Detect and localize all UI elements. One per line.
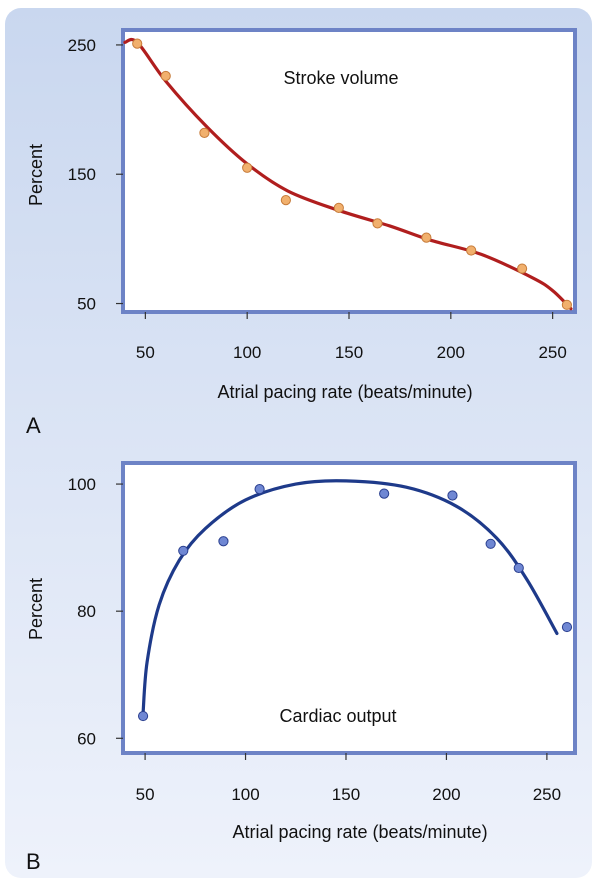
data-point-a (280, 194, 291, 206)
data-point-b (254, 484, 265, 495)
plot-area-b (121, 461, 577, 755)
data-point-b (137, 710, 149, 722)
x-tick-label-b: 250 (533, 785, 561, 804)
data-point-a (421, 232, 432, 243)
y-tick-label-a: 250 (68, 36, 96, 55)
y-axis-ticks-a: 50 150 250 (68, 36, 123, 314)
y-axis-ticks-b: 60 80 100 (68, 475, 123, 748)
data-point-b (485, 538, 496, 549)
data-point-b (561, 621, 573, 633)
data-point-a (372, 218, 383, 229)
data-point-b (178, 545, 189, 556)
data-point-a (516, 263, 528, 274)
x-tick-label-a: 50 (136, 343, 155, 362)
y-axis-label-b: Percent (26, 578, 46, 640)
y-tick-label-b: 100 (68, 475, 96, 494)
x-tick-label-b: 150 (332, 785, 360, 804)
data-point-b (447, 490, 458, 501)
fit-curve-b-group (141, 479, 559, 715)
y-axis-label-a: Percent (26, 144, 46, 206)
panel-label-b: B (26, 849, 41, 874)
data-point-a (333, 202, 344, 213)
y-tick-label-b: 80 (77, 602, 96, 621)
annotation-stroke-volume: Stroke volume (283, 68, 398, 88)
data-points-b (137, 484, 573, 722)
panel-b: Cardiac output 60 80 100 50 100 150 200 250 Pe… (26, 461, 577, 874)
data-points-a (132, 38, 572, 310)
data-point-a (199, 127, 210, 138)
x-tick-label-a: 150 (335, 343, 363, 362)
x-tick-label-b: 200 (432, 785, 460, 804)
data-point-a (466, 245, 477, 256)
panel-label-a: A (26, 413, 41, 438)
x-tick-label-b: 50 (136, 785, 155, 804)
data-point-a (160, 70, 171, 82)
data-point-a (242, 162, 253, 173)
y-tick-label-a: 150 (68, 165, 96, 184)
x-axis-ticks-b: 50 100 150 200 250 (136, 753, 561, 804)
data-point-b (218, 536, 229, 547)
x-axis-ticks-a: 50 100 150 200 250 (136, 312, 567, 362)
x-tick-label-a: 100 (233, 343, 261, 362)
data-point-a (132, 38, 143, 49)
x-tick-label-a: 250 (538, 343, 566, 362)
x-axis-label-a: Atrial pacing rate (beats/minute) (217, 382, 472, 402)
y-tick-label-a: 50 (77, 295, 96, 314)
panel-a: Stroke volume 50 150 250 50 100 150 200 250 Pe… (26, 28, 577, 438)
x-tick-label-b: 100 (231, 785, 259, 804)
y-tick-label-b: 60 (77, 729, 96, 748)
x-axis-label-b: Atrial pacing rate (beats/minute) (232, 822, 487, 842)
x-tick-label-a: 200 (437, 343, 465, 362)
annotation-cardiac-output: Cardiac output (279, 706, 396, 726)
data-point-b (379, 488, 390, 499)
fit-curve-b (141, 479, 559, 715)
plot-area-a (121, 28, 577, 314)
data-point-a (561, 299, 572, 310)
data-point-b (513, 562, 524, 574)
